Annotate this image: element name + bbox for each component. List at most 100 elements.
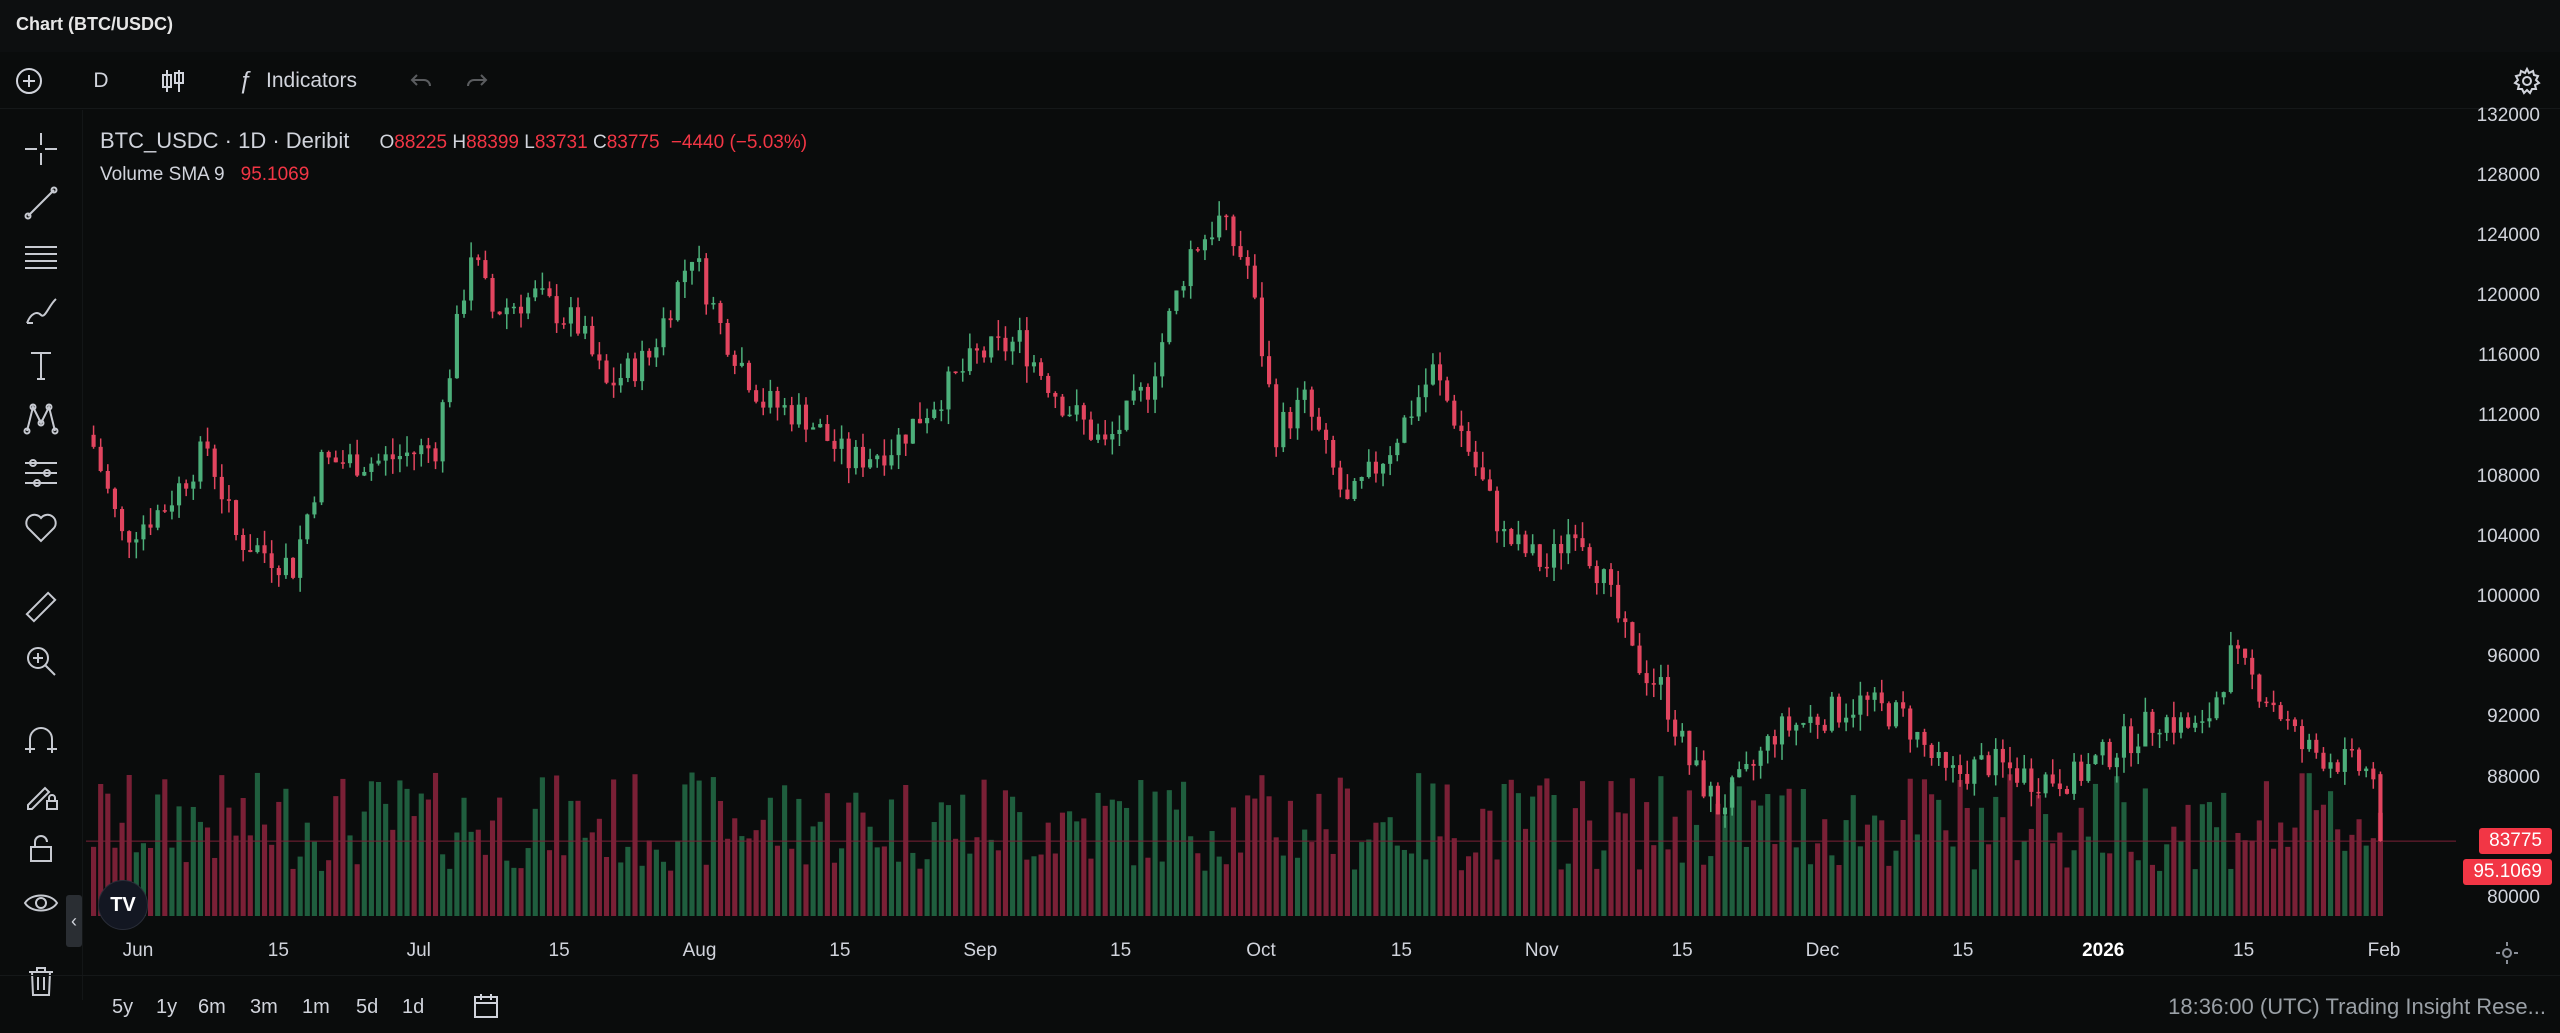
- candle[interactable]: [1573, 524, 1578, 551]
- candle[interactable]: [205, 427, 210, 457]
- candle[interactable]: [1509, 527, 1514, 546]
- candle[interactable]: [347, 443, 353, 468]
- indicators-button[interactable]: Indicators: [266, 69, 358, 92]
- candle[interactable]: [953, 371, 958, 375]
- candle[interactable]: [711, 296, 716, 310]
- range-6m[interactable]: 6m: [198, 996, 226, 1018]
- candle[interactable]: [1801, 722, 1806, 728]
- candle[interactable]: [269, 540, 274, 583]
- collapse-toolbar-button[interactable]: ‹: [66, 895, 82, 947]
- candle[interactable]: [1851, 699, 1856, 728]
- candle[interactable]: [1502, 520, 1507, 548]
- candle[interactable]: [1160, 333, 1165, 388]
- candle[interactable]: [1559, 535, 1564, 570]
- candle[interactable]: [853, 440, 858, 475]
- candle[interactable]: [1473, 440, 1478, 476]
- candle[interactable]: [1266, 340, 1272, 388]
- candle[interactable]: [2178, 712, 2184, 739]
- candle[interactable]: [2143, 697, 2148, 747]
- candle[interactable]: [2357, 747, 2362, 776]
- candle[interactable]: [1067, 406, 1072, 417]
- volume-sma-label[interactable]: Volume SMA 9: [100, 164, 225, 185]
- candle[interactable]: [1566, 519, 1571, 565]
- candle[interactable]: [967, 333, 972, 375]
- candle[interactable]: [1765, 734, 1770, 764]
- candle[interactable]: [832, 429, 837, 462]
- candle[interactable]: [2015, 757, 2020, 788]
- candle[interactable]: [1088, 411, 1094, 441]
- candle[interactable]: [1673, 709, 1678, 746]
- candle[interactable]: [390, 438, 395, 474]
- candle[interactable]: [568, 296, 573, 337]
- candle[interactable]: [1537, 543, 1542, 572]
- candle[interactable]: [1879, 679, 1884, 712]
- lock-drawing-icon[interactable]: [20, 774, 62, 816]
- candle[interactable]: [1217, 201, 1222, 241]
- trash-icon[interactable]: [20, 960, 62, 1002]
- candle[interactable]: [1445, 376, 1450, 403]
- candle[interactable]: [1316, 407, 1321, 432]
- candle[interactable]: [889, 439, 894, 470]
- candle[interactable]: [1395, 438, 1400, 462]
- candle[interactable]: [1494, 486, 1500, 543]
- candle[interactable]: [198, 436, 203, 489]
- candle[interactable]: [604, 354, 609, 385]
- candle[interactable]: [2129, 718, 2134, 767]
- candle[interactable]: [839, 425, 844, 465]
- candle[interactable]: [212, 444, 217, 490]
- candle[interactable]: [184, 479, 189, 497]
- lock-icon[interactable]: [20, 828, 62, 870]
- candle[interactable]: [1680, 723, 1685, 743]
- candle[interactable]: [2364, 766, 2369, 778]
- candle[interactable]: [2150, 709, 2155, 746]
- candle[interactable]: [547, 281, 552, 298]
- candle[interactable]: [162, 504, 167, 513]
- add-icon[interactable]: [12, 64, 46, 98]
- candle[interactable]: [1844, 703, 1849, 732]
- candle[interactable]: [1153, 362, 1158, 414]
- candle[interactable]: [2314, 733, 2319, 759]
- candle[interactable]: [1259, 282, 1264, 367]
- candle[interactable]: [2186, 712, 2191, 729]
- candle[interactable]: [704, 253, 709, 315]
- candlestick-icon[interactable]: [156, 64, 190, 98]
- candle[interactable]: [932, 401, 937, 420]
- candle[interactable]: [490, 273, 495, 319]
- candle[interactable]: [1380, 463, 1386, 487]
- candle[interactable]: [276, 565, 281, 587]
- candle[interactable]: [1815, 713, 1820, 739]
- candle[interactable]: [355, 439, 360, 477]
- candle[interactable]: [725, 318, 730, 357]
- candle[interactable]: [939, 400, 944, 422]
- candle[interactable]: [1687, 730, 1692, 775]
- candle[interactable]: [127, 530, 132, 559]
- candle[interactable]: [1623, 611, 1628, 638]
- candle[interactable]: [2043, 772, 2048, 798]
- candle[interactable]: [369, 457, 374, 481]
- candle[interactable]: [1295, 387, 1300, 440]
- candle[interactable]: [476, 254, 481, 266]
- candle[interactable]: [1167, 308, 1172, 345]
- candle[interactable]: [661, 307, 666, 356]
- candle[interactable]: [689, 261, 695, 285]
- candle[interactable]: [818, 418, 823, 428]
- candle[interactable]: [1893, 700, 1899, 729]
- candle[interactable]: [1074, 389, 1079, 422]
- candle[interactable]: [1359, 476, 1364, 489]
- trend-line-icon[interactable]: [20, 182, 62, 224]
- candle[interactable]: [754, 384, 759, 404]
- candle[interactable]: [2378, 771, 2383, 842]
- candle[interactable]: [2228, 631, 2233, 694]
- candle[interactable]: [903, 434, 908, 456]
- candle[interactable]: [248, 534, 253, 553]
- candle[interactable]: [1003, 326, 1008, 361]
- candle[interactable]: [1936, 741, 1941, 766]
- candle[interactable]: [119, 506, 125, 541]
- text-icon[interactable]: [20, 344, 62, 386]
- candle[interactable]: [148, 508, 153, 536]
- candle[interactable]: [668, 310, 673, 328]
- candle[interactable]: [868, 448, 873, 469]
- candle[interactable]: [1865, 691, 1870, 717]
- candle[interactable]: [2335, 759, 2340, 774]
- candle[interactable]: [960, 358, 965, 382]
